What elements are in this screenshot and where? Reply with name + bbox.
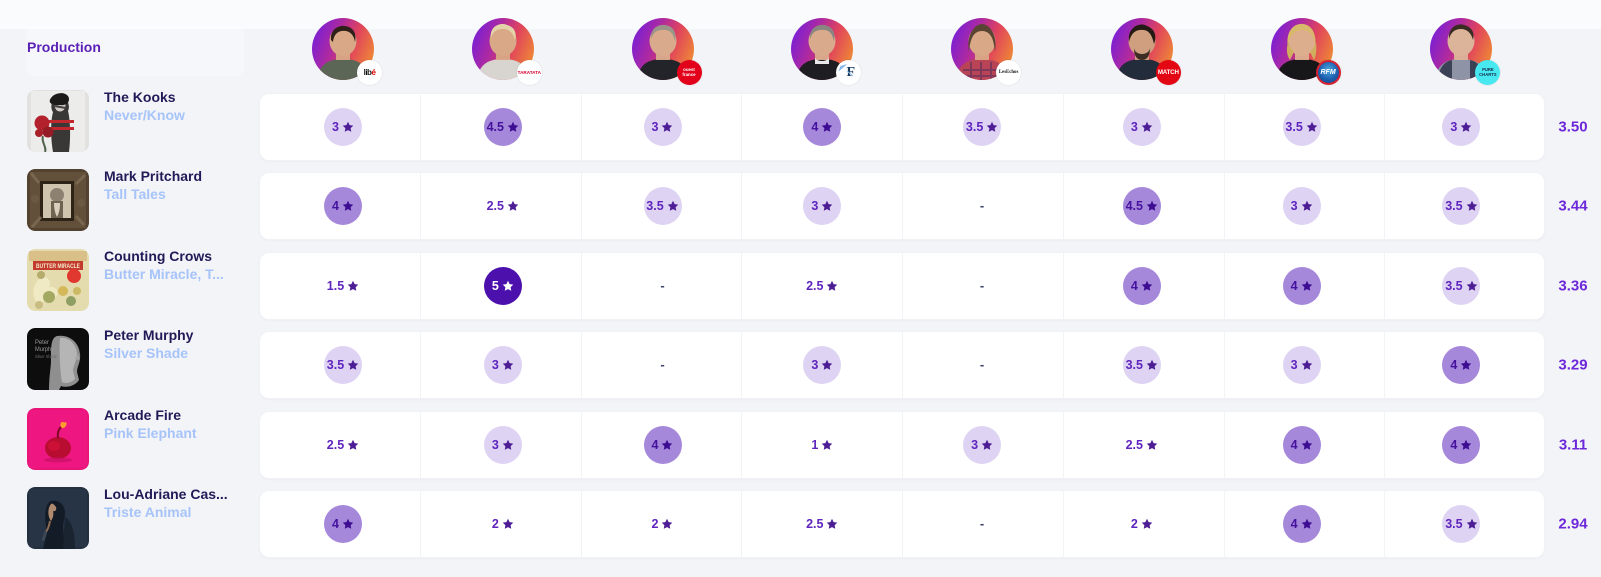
svg-text:BUTTER MIRACLE: BUTTER MIRACLE [36, 264, 80, 270]
svg-text:Silver Shade: Silver Shade [35, 354, 57, 359]
svg-text:Murphy: Murphy [35, 347, 54, 353]
svg-text:Peter: Peter [35, 340, 49, 346]
